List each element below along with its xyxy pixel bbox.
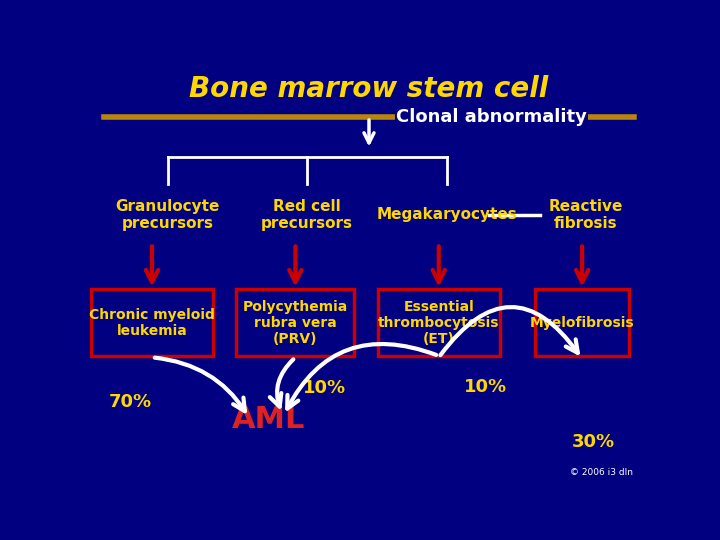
FancyBboxPatch shape (91, 289, 213, 356)
Text: Red cell
precursors: Red cell precursors (261, 199, 353, 231)
Text: Myelofibrosis: Myelofibrosis (530, 316, 634, 330)
Text: Bone marrow stem cell: Bone marrow stem cell (189, 76, 549, 104)
Text: Essential
thrombocytosis
(ET): Essential thrombocytosis (ET) (378, 300, 500, 346)
Text: Chronic myeloid
leukemia: Chronic myeloid leukemia (89, 308, 215, 338)
Text: Polycythemia
rubra vera
(PRV): Polycythemia rubra vera (PRV) (243, 300, 348, 346)
Text: Reactive
fibrosis: Reactive fibrosis (549, 199, 624, 231)
Text: 30%: 30% (572, 433, 616, 451)
Text: Megakaryocytes: Megakaryocytes (376, 207, 517, 222)
FancyBboxPatch shape (236, 289, 354, 356)
Text: © 2006 i3 dln: © 2006 i3 dln (570, 468, 632, 477)
Text: 10%: 10% (464, 377, 507, 396)
FancyBboxPatch shape (535, 289, 629, 356)
Text: 70%: 70% (109, 393, 152, 411)
Text: AML: AML (232, 404, 305, 434)
FancyBboxPatch shape (378, 289, 500, 356)
Text: Clonal abnormality: Clonal abnormality (396, 108, 587, 126)
Text: 10%: 10% (302, 379, 346, 397)
Text: Granulocyte
precursors: Granulocyte precursors (115, 199, 220, 231)
